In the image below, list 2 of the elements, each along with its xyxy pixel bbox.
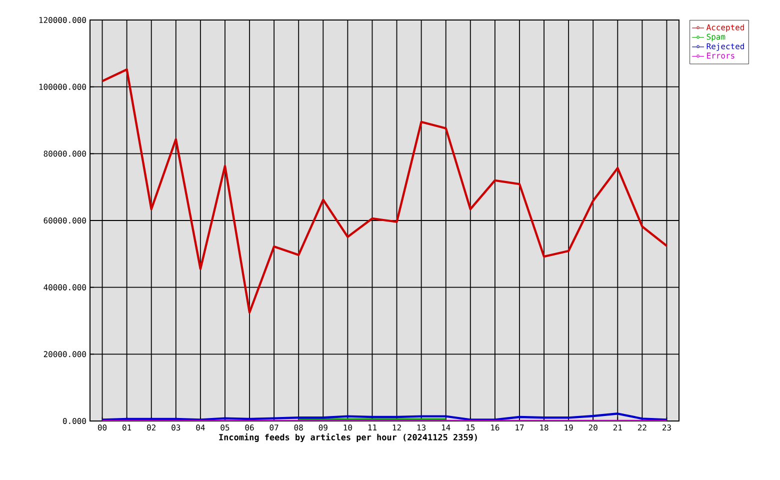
x-axis-title: Incoming feeds by articles per hour (20241125 2359) [219,433,477,442]
line-series [101,68,668,314]
